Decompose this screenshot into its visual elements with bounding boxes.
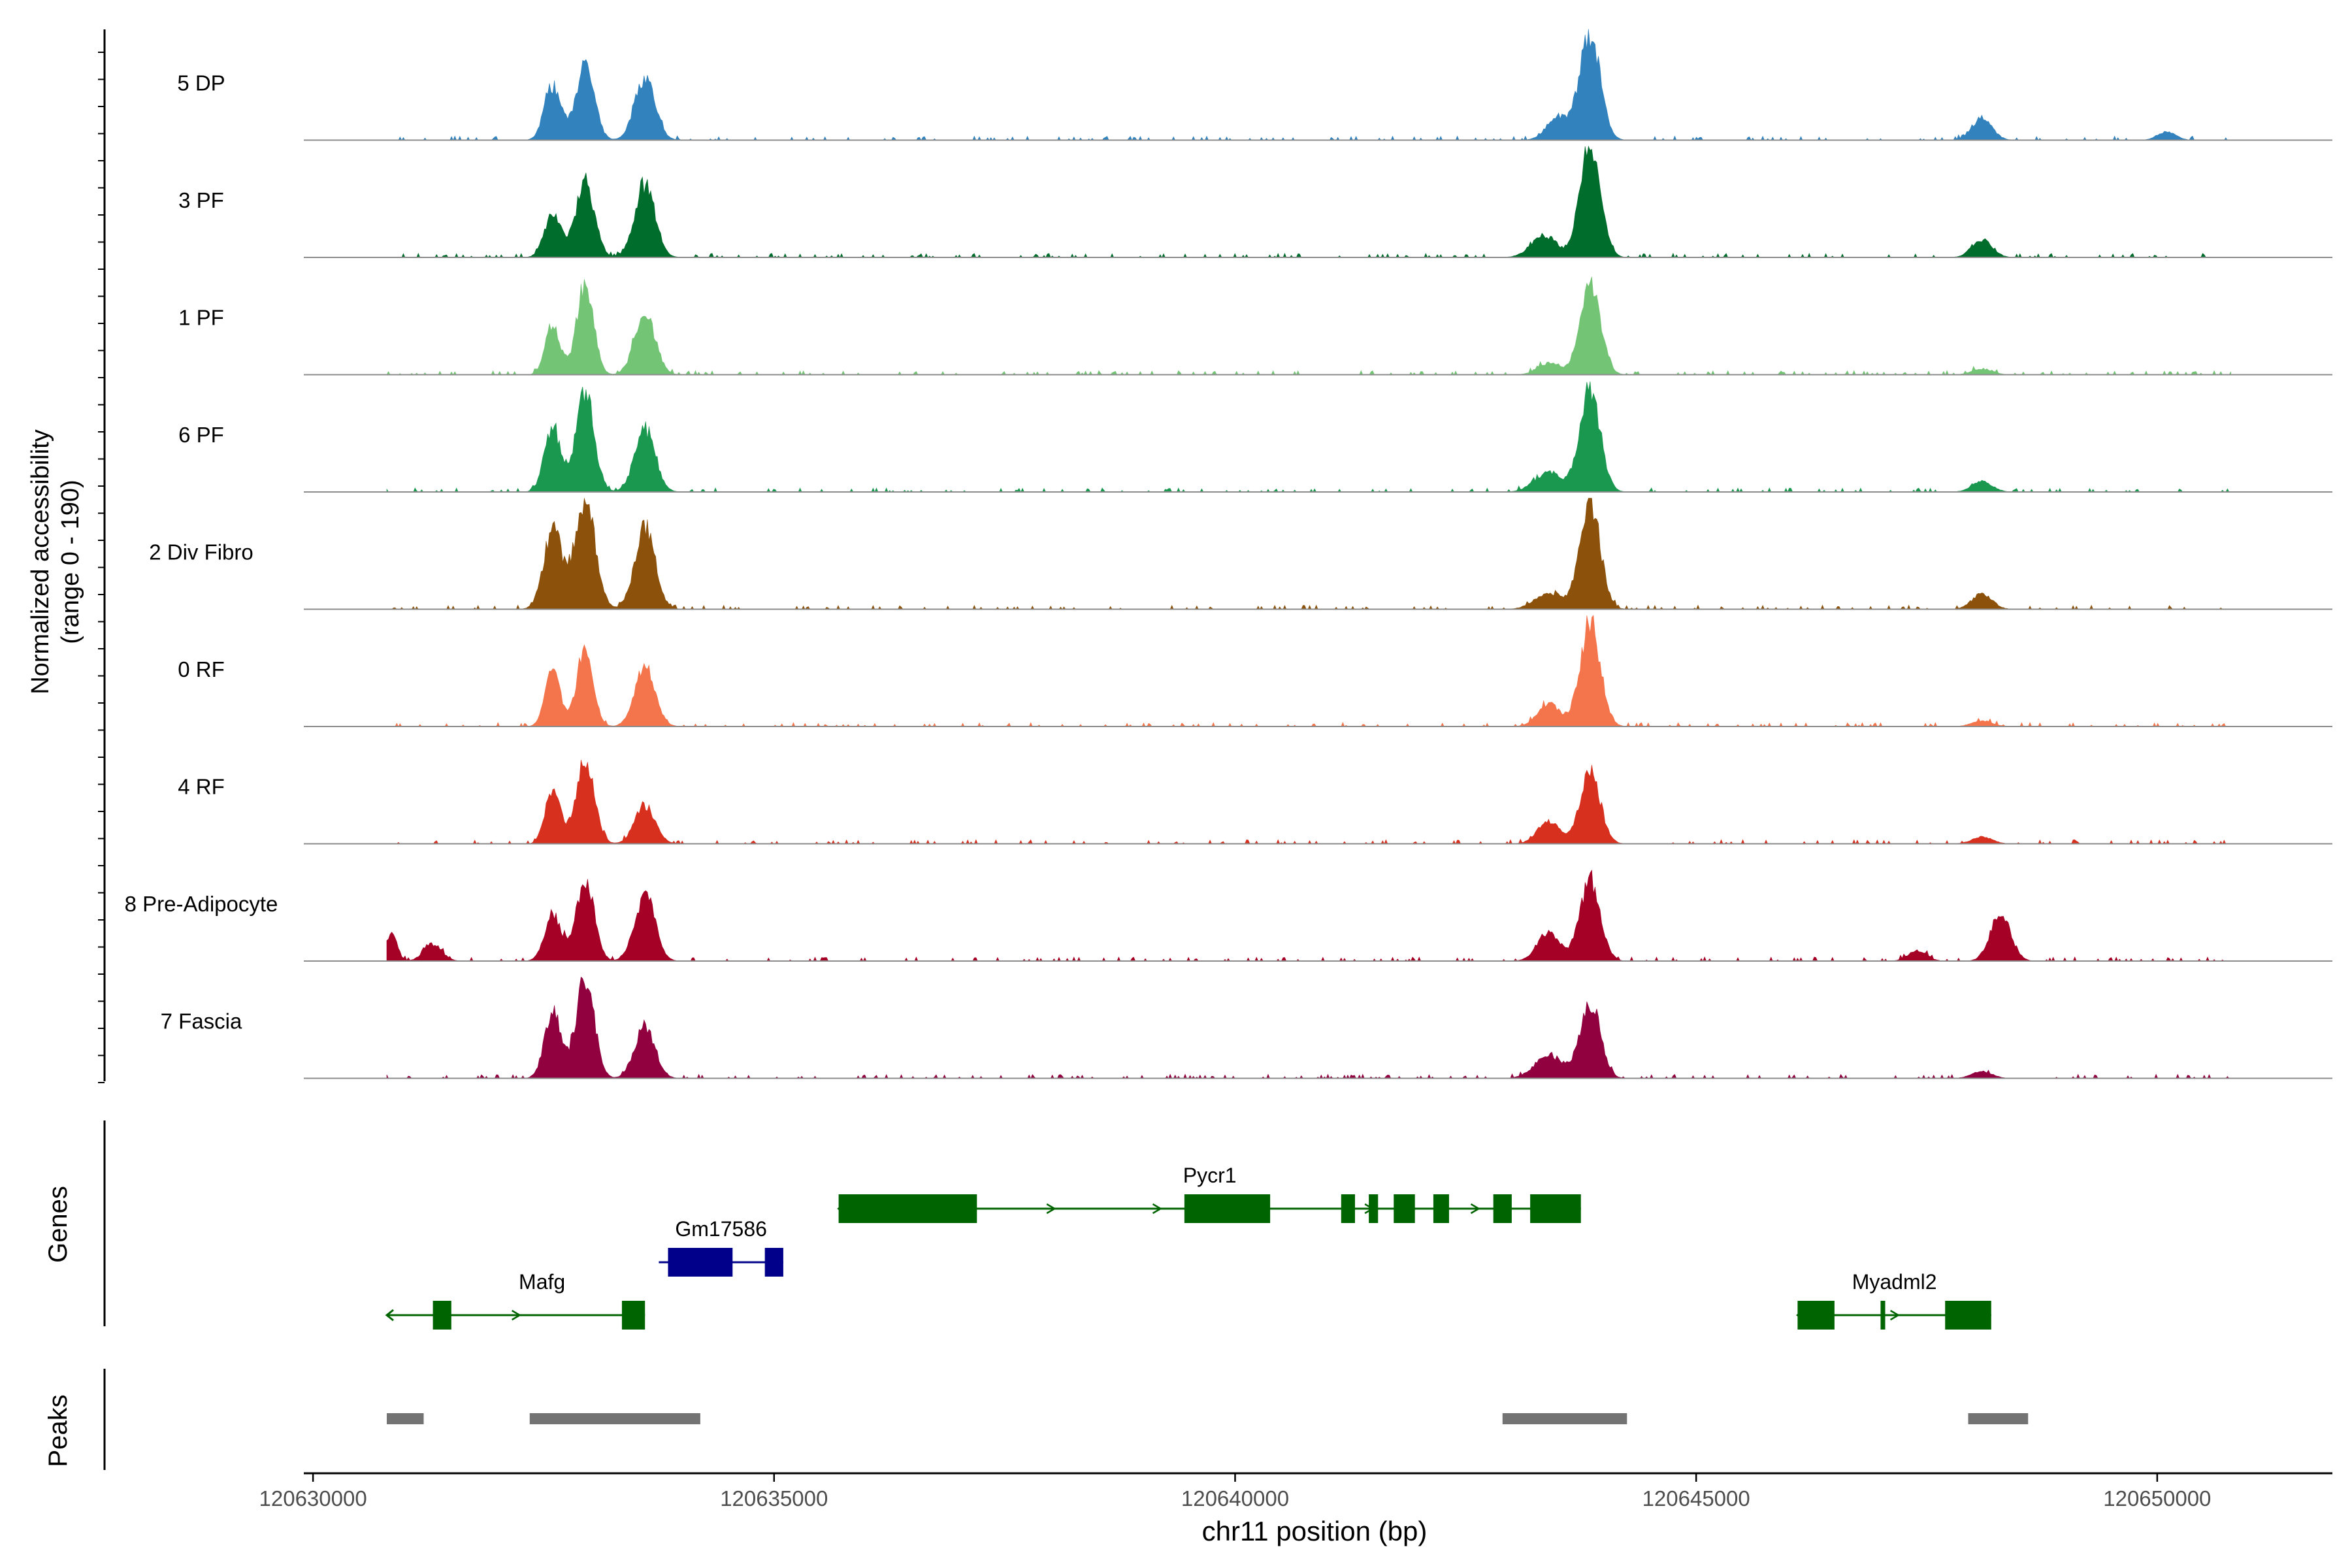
exon xyxy=(1530,1194,1581,1223)
coverage-area xyxy=(387,29,2231,141)
exon xyxy=(1184,1194,1271,1223)
strand-arrow xyxy=(1470,1203,1480,1215)
gene-label: Mafg xyxy=(519,1270,565,1294)
peak-region xyxy=(387,1413,424,1424)
coverage-tracks: 5 DP 3 PF 1 PF 6 PF 2 Div Fibro 0 RF 4 RF 8 Pre… xyxy=(125,29,2332,1079)
track-label: 3 PF xyxy=(178,188,224,212)
peak-region xyxy=(1968,1413,2029,1424)
strand-arrow xyxy=(1046,1203,1056,1215)
coverage-area xyxy=(387,498,2231,610)
track-label: 4 RF xyxy=(178,775,225,799)
gene-gm17586: Gm17586 xyxy=(659,1217,783,1277)
coverage-area xyxy=(386,976,2231,1079)
track-4-rf: 4 RF xyxy=(178,760,2332,845)
exon xyxy=(1433,1194,1449,1223)
axes: 120630000 120635000 120640000 120645000 1206… xyxy=(98,29,2332,1511)
y-axis-label-line1: Normalized accessibility xyxy=(27,429,54,694)
peak-region xyxy=(1502,1413,1627,1424)
x-axis-label: chr11 position (bp) xyxy=(1202,1516,1428,1546)
x-tick-label: 120650000 xyxy=(2103,1486,2211,1511)
exon xyxy=(1369,1194,1379,1223)
track-label: 1 PF xyxy=(178,306,224,330)
peaks-track-label: Peaks xyxy=(44,1394,73,1467)
coverage-area xyxy=(386,869,2231,962)
track-3-pf: 3 PF xyxy=(178,145,2332,258)
track-6-pf: 6 PF xyxy=(178,381,2332,493)
x-tick-label: 120640000 xyxy=(1181,1486,1289,1511)
gene-myadml2: Myadml2 xyxy=(1796,1270,1991,1330)
track-7-fascia: 7 Fascia xyxy=(161,976,2332,1079)
exon xyxy=(838,1194,977,1223)
exon xyxy=(668,1248,733,1277)
coverage-area xyxy=(386,276,2232,376)
track-label: 7 Fascia xyxy=(161,1009,242,1034)
gene-label: Pycr1 xyxy=(1183,1164,1237,1187)
gene-pycr1: Pycr1 xyxy=(837,1164,1581,1223)
coverage-area xyxy=(387,760,2231,845)
strand-arrow xyxy=(385,1309,394,1322)
exon xyxy=(764,1248,783,1277)
exon xyxy=(1493,1194,1512,1223)
peak-region xyxy=(529,1413,700,1424)
x-tick-label: 120630000 xyxy=(259,1486,367,1511)
track-label: 8 Pre-Adipocyte xyxy=(125,892,278,916)
strand-arrow xyxy=(1889,1309,1901,1321)
exon xyxy=(1945,1301,1991,1330)
exon xyxy=(1341,1194,1355,1223)
strand-arrow xyxy=(511,1309,522,1321)
track-0-rf: 0 RF xyxy=(178,615,2332,727)
exon xyxy=(1797,1301,1835,1330)
coverage-area xyxy=(387,615,2231,727)
track-2-div-fibro: 2 Div Fibro xyxy=(149,498,2332,610)
genes-track-label: Genes xyxy=(44,1186,73,1263)
gene-label: Gm17586 xyxy=(675,1217,767,1241)
exon xyxy=(1394,1194,1415,1223)
gene-label: Myadml2 xyxy=(1852,1270,1937,1294)
coverage-area xyxy=(387,145,2231,258)
exon xyxy=(1880,1301,1886,1330)
x-tick-label: 120645000 xyxy=(1642,1486,1750,1511)
track-label: 6 PF xyxy=(178,423,224,447)
exon xyxy=(621,1301,645,1330)
gene-annotation-track: Pycr1 Gm17586 Mafg Myadml2 xyxy=(385,1164,1991,1330)
track-label: 2 Div Fibro xyxy=(149,540,253,564)
track-label: 0 RF xyxy=(178,657,225,681)
track-1-pf: 1 PF xyxy=(178,276,2332,376)
peaks-track xyxy=(387,1413,2029,1424)
strand-arrow xyxy=(1152,1203,1162,1215)
exon xyxy=(433,1301,451,1330)
x-tick-label: 120635000 xyxy=(720,1486,828,1511)
gene-mafg: Mafg xyxy=(385,1270,645,1330)
y-axis-label-line2: (range 0 - 190) xyxy=(57,480,84,644)
coverage-area xyxy=(386,381,2231,493)
track-label: 5 DP xyxy=(177,71,225,95)
track-5-dp: 5 DP xyxy=(177,29,2332,141)
track-8-pre-adipocyte: 8 Pre-Adipocyte xyxy=(125,869,2332,962)
